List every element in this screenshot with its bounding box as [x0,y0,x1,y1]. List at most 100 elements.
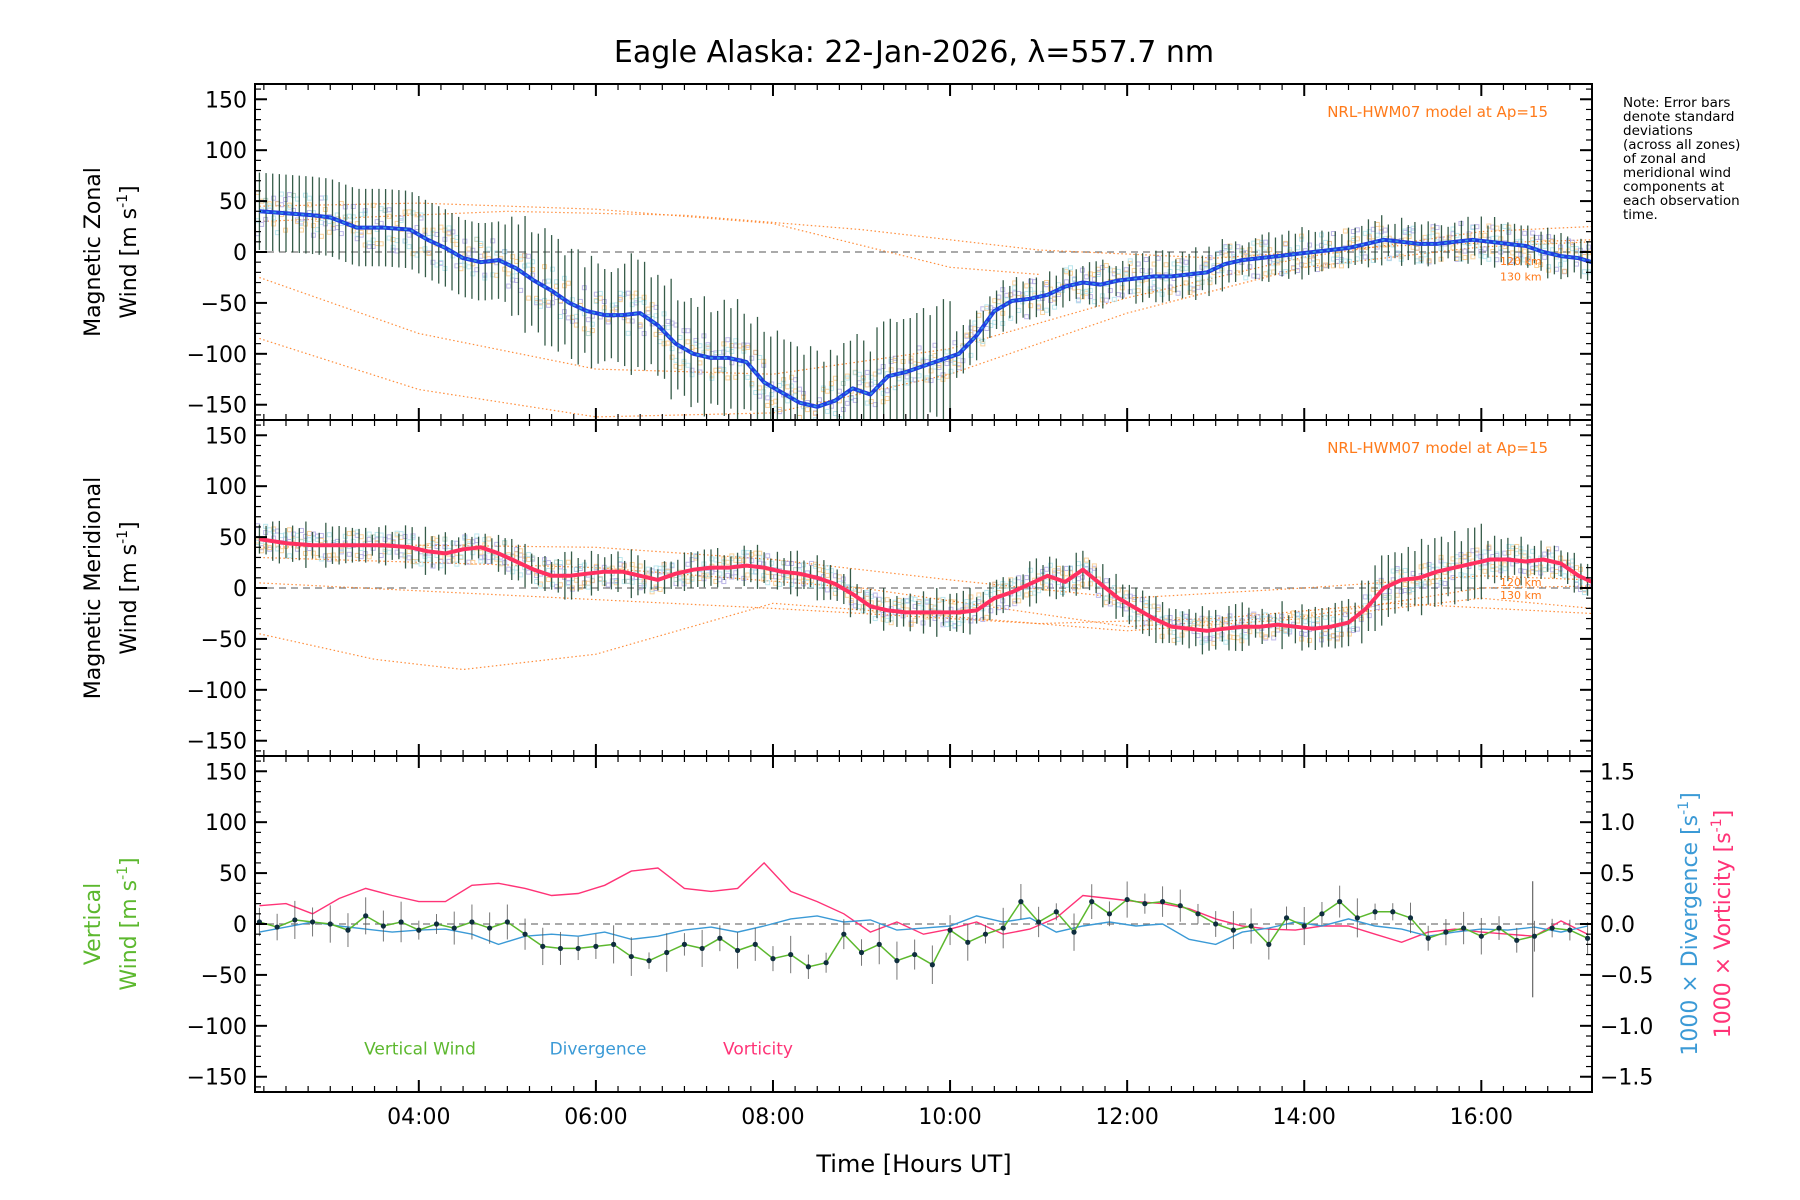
zone-sample [306,530,312,536]
zone-sample [689,367,695,373]
zone-sample [1243,634,1249,640]
zone-sample [326,219,332,225]
zone-sample [1362,594,1368,600]
zone-sample [430,259,436,265]
zone-sample [904,380,910,386]
zone-sample [908,358,914,364]
vertical-wind-point [1461,925,1467,931]
right-axis-label: 1000 × Vorticity [s-1] [1709,810,1736,1038]
zone-sample [625,330,631,336]
zone-sample [944,373,950,379]
chart-title: Eagle Alaska: 22-Jan-2026, λ=557.7 nm [614,35,1214,70]
zone-sample [1374,605,1380,611]
zone-sample [1354,256,1360,262]
zone-sample [1103,297,1109,303]
zone-sample [1263,612,1269,618]
zone-sample [386,213,392,219]
zone-sample [988,323,994,329]
zone-sample [1486,544,1492,550]
zone-sample [765,395,771,401]
zone-sample [1283,240,1289,246]
zone-sample [848,598,854,604]
zone-sample [510,254,516,260]
zone-sample [1087,581,1093,587]
zone-sample [546,567,552,573]
vertical-wind-point [522,931,528,937]
zone-sample [486,536,492,542]
zone-sample [864,595,870,601]
zone-sample [1127,615,1133,621]
zone-sample [410,535,416,541]
zone-sample [1354,227,1360,233]
zone-sample [1502,224,1508,230]
zone-sample [1040,309,1046,315]
zone-sample [318,233,324,239]
right-axis-label: 1000 × Divergence [s-1] [1676,792,1703,1055]
zone-sample [346,531,352,537]
zone-sample [1103,600,1109,606]
zone-sample [557,313,563,319]
y-tick-label: −100 [187,679,247,704]
zone-sample [585,331,591,337]
vertical-wind-point [858,949,865,956]
zone-sample [1207,622,1213,628]
zone-sample [350,228,356,234]
zone-sample [677,348,683,354]
zone-sample [1135,281,1141,287]
vertical-wind-point [1177,903,1183,909]
y-tick-label: 100 [205,475,247,500]
zone-sample [908,621,914,627]
x-tick-label: 16:00 [1450,1105,1513,1130]
y-tick-label: 50 [219,526,247,551]
zone-sample [1235,270,1241,276]
zone-sample [1227,616,1233,622]
zone-sample [470,550,476,556]
zone-sample [518,287,524,293]
vertical-wind-point [487,925,493,931]
zone-sample [709,375,715,381]
zone-sample [1426,234,1432,240]
zone-sample [1506,227,1512,233]
zone-sample [350,204,356,210]
zone-sample [1315,618,1321,624]
zone-sample [1366,234,1372,240]
zone-sample [1482,568,1488,574]
zone-sample [1434,232,1440,238]
zone-sample [725,375,731,381]
zone-sample [546,577,552,583]
zone-sample [765,580,771,586]
zone-sample [725,572,731,578]
note-line: each observation [1623,193,1740,209]
zone-sample [1462,573,1468,579]
zone-sample [1283,269,1289,275]
vertical-wind-point [575,945,581,952]
zone-sample [1406,231,1412,237]
zone-sample [510,569,516,575]
zone-sample [637,578,643,584]
zone-sample [1063,582,1069,588]
zone-sample [1016,575,1022,581]
zone-sample [1044,279,1050,285]
zone-sample [1546,564,1552,570]
zone-sample [956,621,962,627]
zone-sample [406,539,412,545]
zone-sample [1402,228,1408,234]
zone-sample [1482,549,1488,555]
zone-sample [1315,244,1321,250]
zone-sample [749,382,755,388]
zone-sample [466,264,472,270]
zone-sample [697,343,703,349]
zone-sample [1223,244,1229,250]
zone-sample [1243,275,1249,281]
zone-sample [1008,315,1014,321]
plot-area [255,172,1592,426]
zone-sample [418,247,424,253]
zone-sample [466,246,472,252]
zone-sample [637,323,643,329]
zone-sample [825,422,829,426]
zone-sample [358,211,364,217]
zone-sample [944,349,950,355]
zone-sample [709,569,715,575]
zone-sample [637,322,643,328]
zone-sample [526,262,532,268]
